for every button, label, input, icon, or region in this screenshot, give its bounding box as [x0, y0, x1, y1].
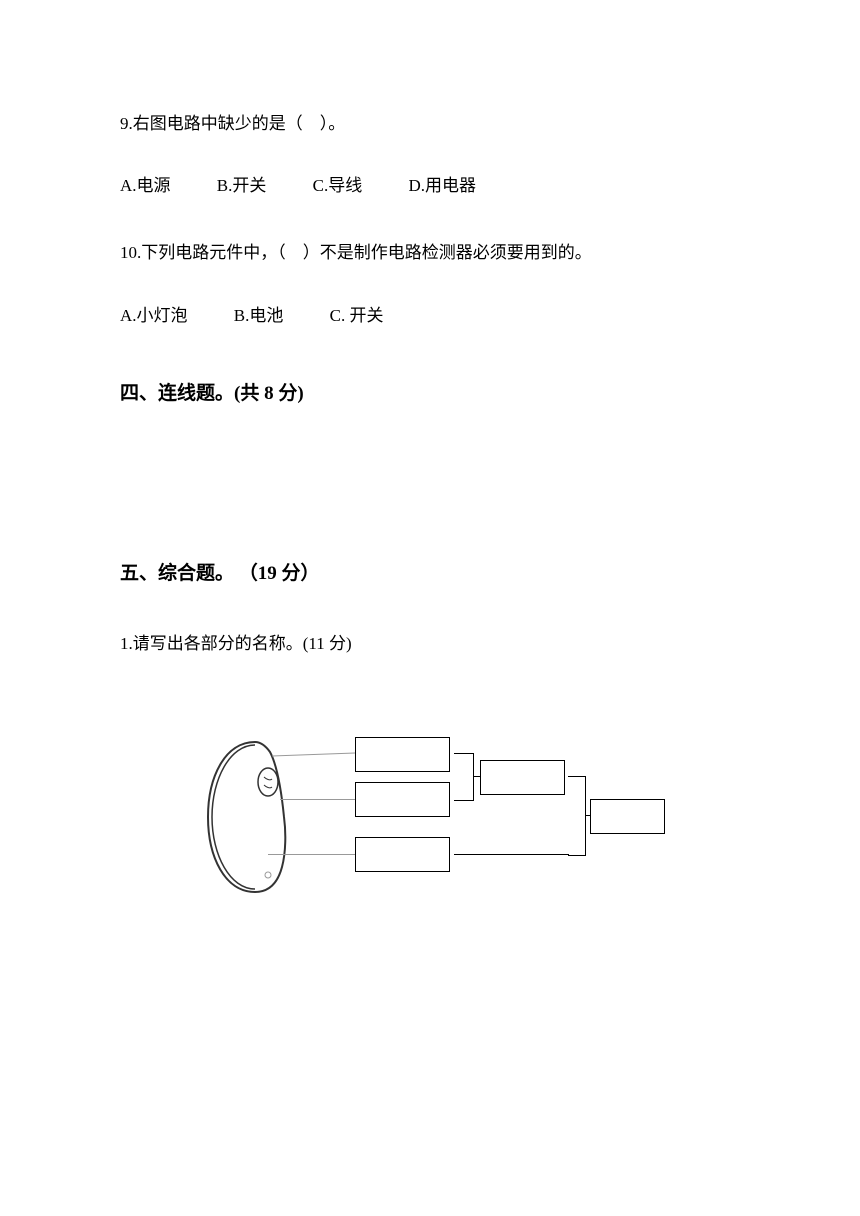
question-9-options: A.电源 B.开关 C.导线 D.用电器 — [120, 172, 740, 199]
lead-line-3 — [268, 854, 355, 855]
question-10: 10.下列电路元件中，（ ）不是制作电路检测器必须要用到的。 A.小灯泡 B.电… — [120, 239, 740, 328]
q10-option-a: A.小灯泡 — [120, 306, 188, 325]
seed-shape-icon — [200, 737, 310, 897]
diagram-box-5 — [590, 799, 665, 834]
seed-diagram — [200, 717, 650, 937]
diagram-box-3 — [355, 837, 450, 872]
connector-box3 — [454, 854, 569, 856]
q10-option-b: B.电池 — [234, 306, 284, 325]
bracket-1 — [454, 753, 474, 801]
question-10-options: A.小灯泡 B.电池 C. 开关 — [120, 302, 740, 329]
diagram-box-4 — [480, 760, 565, 795]
bracket-2 — [568, 776, 586, 856]
q9-option-c: C.导线 — [313, 176, 363, 195]
q9-option-a: A.电源 — [120, 176, 171, 195]
diagram-box-2 — [355, 782, 450, 817]
section-5-header: 五、综合题。 （19 分） — [120, 559, 740, 589]
q10-option-c: C. 开关 — [330, 306, 384, 325]
question-10-text: 10.下列电路元件中，（ ）不是制作电路检测器必须要用到的。 — [120, 239, 740, 266]
section-4-header: 四、连线题。(共 8 分) — [120, 379, 740, 409]
lead-line-2 — [280, 799, 355, 800]
diagram-box-1 — [355, 737, 450, 772]
q9-option-d: D.用电器 — [408, 176, 476, 195]
q9-option-b: B.开关 — [217, 176, 267, 195]
bracket-2-stem — [586, 815, 590, 817]
bracket-1-stem — [474, 776, 480, 778]
section-5-q1: 1.请写出各部分的名称。(11 分) — [120, 630, 740, 657]
question-9-text: 9.右图电路中缺少的是（ ）。 — [120, 110, 740, 137]
question-9: 9.右图电路中缺少的是（ ）。 A.电源 B.开关 C.导线 D.用电器 — [120, 110, 740, 199]
